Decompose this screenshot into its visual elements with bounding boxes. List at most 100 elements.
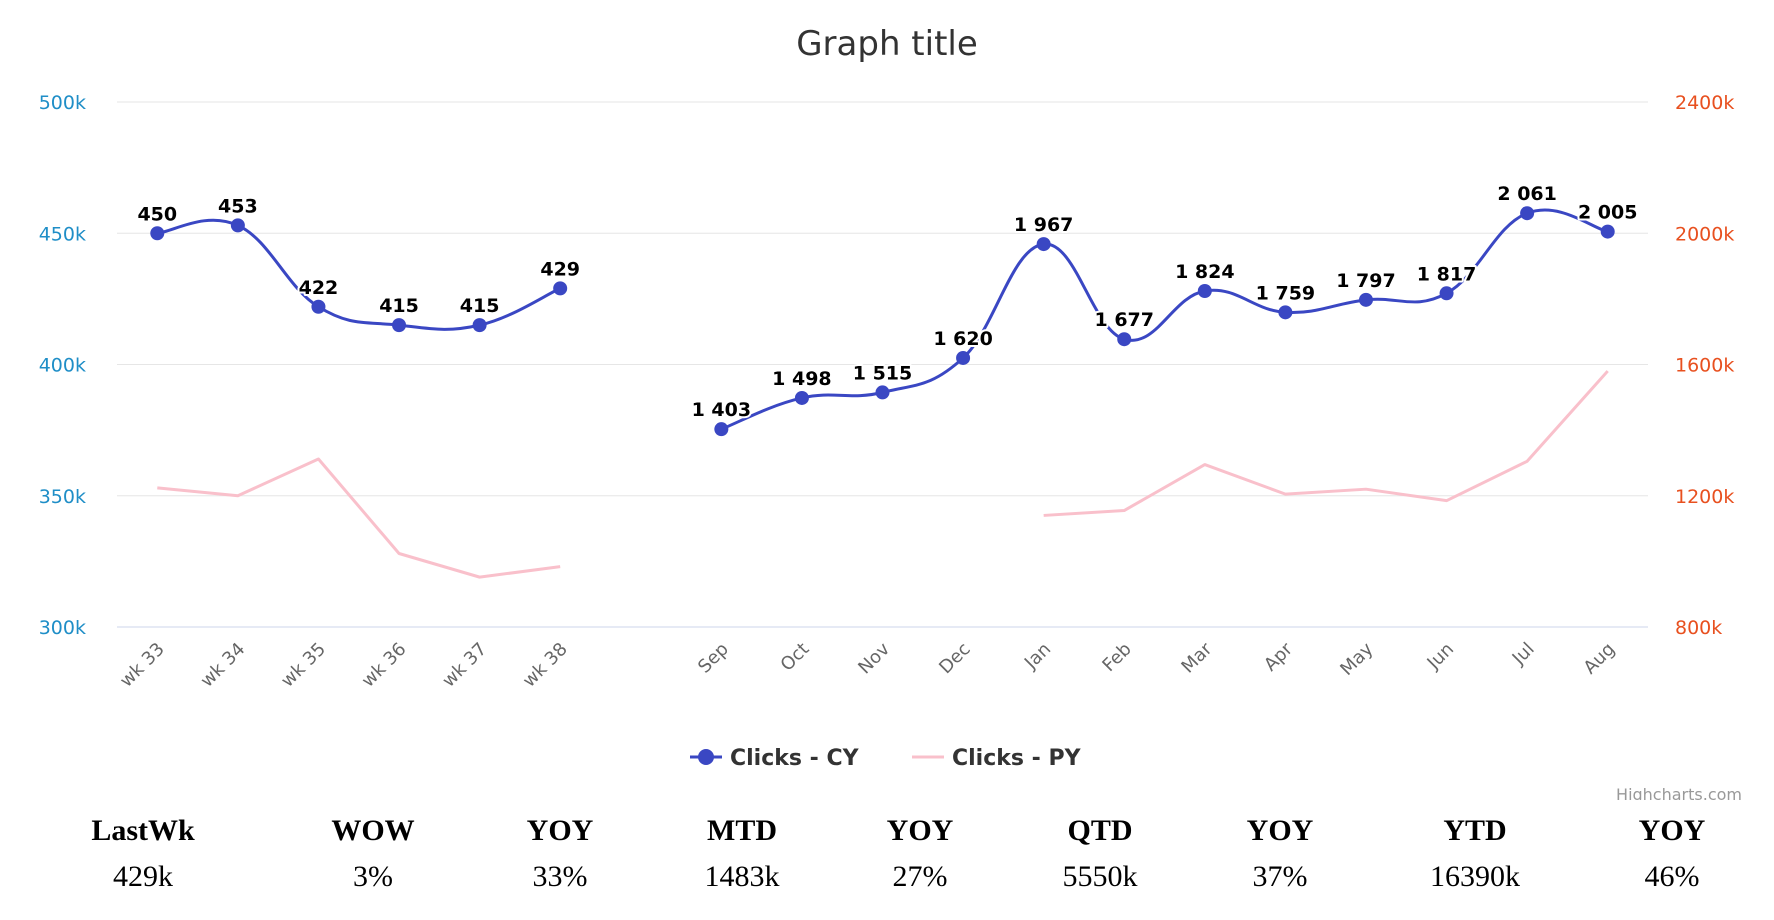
x-tick-label: Aug [1580,639,1620,679]
y-left-tick-label: 350k [39,486,86,508]
kpi-yoy: YOY 46% [1572,808,1772,900]
y-left-tick-label: 500k [39,92,86,114]
x-tick-label: wk 37 [438,639,491,692]
x-tick-label: Sep [694,639,733,678]
chart-title: Graph title [796,24,978,64]
y-axis-right: 800k 1200k 1600k 2000k 2400k [1675,92,1734,639]
legend-marker-cy [698,749,714,765]
kpi-label: MTD [707,814,777,847]
credits-link[interactable]: Highcharts.com [1616,785,1742,800]
x-tick-label: wk 34 [197,639,250,692]
x-tick-label: Mar [1177,638,1216,677]
kpi-qtd: QTD 5550k [1000,808,1200,900]
x-tick-label: Jan [1020,639,1055,674]
x-tick-label: wk 33 [116,639,169,692]
series-line-cy [157,218,561,331]
x-tick-label: wk 36 [358,639,411,692]
series-layer [150,206,1615,579]
y-right-tick-label: 2400k [1675,92,1734,114]
x-tick-label: wk 38 [519,639,572,692]
data-point-marker [875,385,890,400]
y-left-tick-label: 400k [39,355,86,377]
legend-item-py[interactable]: Clicks - PY [912,746,1082,771]
data-point-marker [794,390,809,405]
y-right-tick-label: 1600k [1675,355,1734,377]
data-point-marker [311,299,326,314]
kpi-yoy: YOY 37% [1180,808,1380,900]
legend-item-cy[interactable]: Clicks - CY [690,746,860,771]
x-tick-label: May [1336,638,1377,679]
data-point-marker [1600,224,1615,239]
data-point-marker [392,318,407,333]
y-axis-left: 300k 350k 400k 450k 500k [39,92,86,639]
kpi-yoy: YOY 27% [820,808,1020,900]
data-point-marker [1439,286,1454,301]
kpi-lastwk: LastWk 429k [43,808,243,900]
data-label: 1 403 [692,399,752,421]
x-tick-label: Dec [935,639,974,678]
data-label: 1 967 [1014,214,1074,236]
data-point-marker [714,422,729,437]
kpi-label: YOY [1246,814,1314,847]
data-label: 415 [379,295,419,317]
series-line-py [1043,370,1609,517]
kpi-value: 1483k [704,860,780,893]
y-left-tick-label: 450k [39,223,86,245]
kpi-row: LastWk 429k WOW 3% YOY 33% MTD 1483k YOY 27% QTD 55… [0,808,1774,908]
data-point-marker [150,226,165,241]
kpi-ytd: YTD 16390k [1375,808,1575,900]
kpi-value: 46% [1644,860,1700,893]
y-right-tick-label: 2000k [1675,223,1734,245]
kpi-value: 5550k [1062,860,1138,893]
x-tick-label: Oct [777,639,814,676]
data-label: 450 [137,203,177,225]
kpi-value: 429k [113,860,173,893]
kpi-wow: WOW 3% [273,808,473,900]
legend[interactable]: Clicks - CY Clicks - PY [690,746,1082,771]
chart: Graph title 300k 350k 400k 450k 500k 800k 120… [39,24,1742,800]
kpi-label: YOY [526,814,594,847]
data-label: 1 824 [1175,261,1235,283]
kpi-label: LastWk [91,814,195,847]
x-tick-label: Nov [854,638,894,678]
data-label: 1 797 [1336,270,1396,292]
kpi-value: 3% [353,860,393,893]
series-line-cy [720,208,1609,431]
data-point-marker [553,281,568,296]
kpi-value: 16390k [1430,860,1520,893]
kpi-label: YOY [886,814,954,847]
data-labels: 450 453 422 415 415 429 1 403 1 498 1 515 1 620 1 … [135,181,1639,423]
data-label: 2 005 [1578,202,1638,224]
kpi-yoy: YOY 33% [460,808,660,900]
kpi-label: YOY [1638,814,1706,847]
x-tick-label: Apr [1260,638,1297,675]
data-label: 1 498 [772,368,832,390]
data-point-marker [230,218,245,233]
kpi-label: WOW [331,814,415,847]
x-tick-label: Jun [1423,639,1458,674]
legend-label-cy: Clicks - CY [730,746,860,771]
kpi-value: 37% [1252,860,1308,893]
kpi-label: YTD [1443,814,1507,847]
data-point-marker [956,350,971,365]
data-point-marker [1358,292,1373,307]
data-point-marker [1278,305,1293,320]
kpi-value: 27% [892,860,948,893]
data-label: 2 061 [1497,183,1557,205]
data-label: 1 515 [853,362,913,384]
data-label: 453 [218,195,258,217]
y-right-tick-label: 800k [1675,617,1722,639]
data-point-marker [1197,284,1212,298]
x-tick-label: Jul [1508,639,1539,670]
legend-label-py: Clicks - PY [952,746,1082,771]
x-tick-label: wk 35 [277,639,330,692]
y-right-tick-label: 1200k [1675,486,1734,508]
data-label: 1 759 [1256,282,1316,304]
data-point-marker [1036,237,1051,252]
data-label: 415 [460,295,500,317]
x-axis: wk 33 wk 34 wk 35 wk 36 wk 37 wk 38 Sep Oct Nov D… [116,638,1619,691]
kpi-value: 33% [532,860,588,893]
data-label: 429 [540,258,580,280]
kpi-label: QTD [1067,814,1133,847]
y-left-tick-label: 300k [39,617,86,639]
